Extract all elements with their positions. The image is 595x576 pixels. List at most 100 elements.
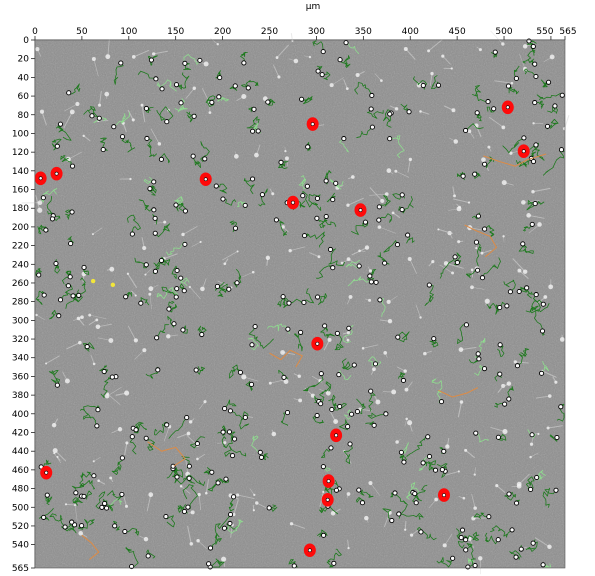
tracked-cell-dot xyxy=(514,363,521,369)
cell-tail xyxy=(290,33,293,42)
tracked-cell-dot xyxy=(454,259,460,266)
cell-head xyxy=(386,299,391,304)
red-marker-center-dot xyxy=(325,497,330,502)
cell-head xyxy=(199,240,202,244)
y-tick-label: 380 xyxy=(12,391,29,401)
cell-head xyxy=(109,476,113,480)
cell-tail xyxy=(564,115,570,130)
tracked-cell-dot xyxy=(513,75,519,81)
tracked-cell-dot xyxy=(41,514,47,520)
green-track xyxy=(62,270,72,285)
cell-head xyxy=(395,440,399,444)
tracked-cell-dot xyxy=(221,525,227,531)
cell-tail xyxy=(45,355,60,364)
tracked-cell-dot xyxy=(214,283,220,289)
cell-head xyxy=(64,378,70,384)
tracked-cell-dot xyxy=(323,178,329,184)
tracked-cell-dot xyxy=(481,366,488,372)
green-track xyxy=(56,123,72,141)
cell-tail xyxy=(210,37,219,45)
cell-head xyxy=(197,492,201,497)
cell-tail xyxy=(149,293,152,310)
cell-head xyxy=(148,292,152,296)
cell-head xyxy=(333,419,339,425)
cell-head xyxy=(317,255,321,259)
tracked-cell-dot xyxy=(558,404,564,410)
tracked-cell-dot xyxy=(314,412,320,419)
green-track xyxy=(64,283,73,293)
tracked-cell-dot xyxy=(327,246,334,253)
cell-tail xyxy=(481,249,492,254)
green-track xyxy=(474,364,485,376)
tracked-cell-dot xyxy=(473,239,479,245)
cell-tail xyxy=(444,534,453,546)
tracked-cell-dot xyxy=(540,301,546,307)
tracked-cell-dot xyxy=(368,388,374,394)
tracked-cell-dot xyxy=(383,411,389,417)
cell-head xyxy=(144,273,147,276)
cell-head xyxy=(126,272,130,275)
cell-head xyxy=(443,261,449,266)
tracked-cell-dot xyxy=(174,286,180,292)
green-track xyxy=(494,402,505,408)
cell-tail xyxy=(146,494,152,512)
green-track xyxy=(523,224,533,232)
y-tick-label: 160 xyxy=(12,186,29,196)
cell-head xyxy=(56,455,59,458)
green-track xyxy=(268,504,278,512)
cell-tail xyxy=(547,425,563,429)
tracked-cell-dot xyxy=(182,241,188,247)
green-track xyxy=(35,290,45,305)
tracked-cell-dot xyxy=(497,342,503,348)
cell-head xyxy=(384,192,389,196)
green-track xyxy=(124,527,140,536)
green-track xyxy=(406,482,420,500)
tracked-cell-dot xyxy=(53,261,59,267)
cell-texture xyxy=(21,30,570,575)
tracked-cell-dot xyxy=(345,424,351,430)
tracked-cell-dot xyxy=(396,511,402,517)
green-track xyxy=(258,188,268,207)
cell-head xyxy=(563,127,567,131)
cell-head xyxy=(473,506,477,510)
tracked-cell-dot xyxy=(367,273,373,279)
cell-head xyxy=(430,71,434,76)
green-track xyxy=(368,356,382,367)
tracked-cell-dot xyxy=(460,173,466,179)
green-track xyxy=(71,480,95,493)
green-track xyxy=(472,85,489,102)
tracked-cell-dot xyxy=(57,121,64,127)
green-track xyxy=(156,106,174,122)
tracked-cell-dot xyxy=(217,75,223,81)
cell-head xyxy=(394,107,399,111)
cell-head xyxy=(80,315,84,320)
tracked-cell-dot xyxy=(497,305,503,311)
green-track xyxy=(339,419,349,431)
tracked-cell-dot xyxy=(539,370,545,376)
green-track xyxy=(508,85,519,95)
tracked-cell-dot xyxy=(558,147,565,153)
x-tick-label: 300 xyxy=(308,27,325,37)
green-track xyxy=(168,417,188,439)
cell-head xyxy=(142,348,147,353)
cell-head xyxy=(188,420,193,424)
tracked-cell-dot xyxy=(170,463,176,469)
red-marker-center-dot xyxy=(203,177,208,182)
green-track xyxy=(356,398,366,415)
cell-tail xyxy=(384,512,391,528)
cell-head xyxy=(358,249,361,253)
cell-head xyxy=(78,340,82,345)
green-track xyxy=(455,528,463,539)
cell-head xyxy=(310,393,315,398)
cell-tail xyxy=(150,128,160,145)
orange-tracks xyxy=(81,153,547,561)
y-tick-label: 320 xyxy=(12,335,29,345)
cell-head xyxy=(437,228,440,231)
cell-head xyxy=(283,379,289,384)
tracked-cell-dot xyxy=(485,99,491,105)
cell-head xyxy=(223,441,227,445)
tracked-cell-dot xyxy=(401,459,407,465)
cell-head xyxy=(458,205,461,209)
tracked-cell-dot xyxy=(334,330,340,336)
y-tick-label: 500 xyxy=(12,503,29,513)
